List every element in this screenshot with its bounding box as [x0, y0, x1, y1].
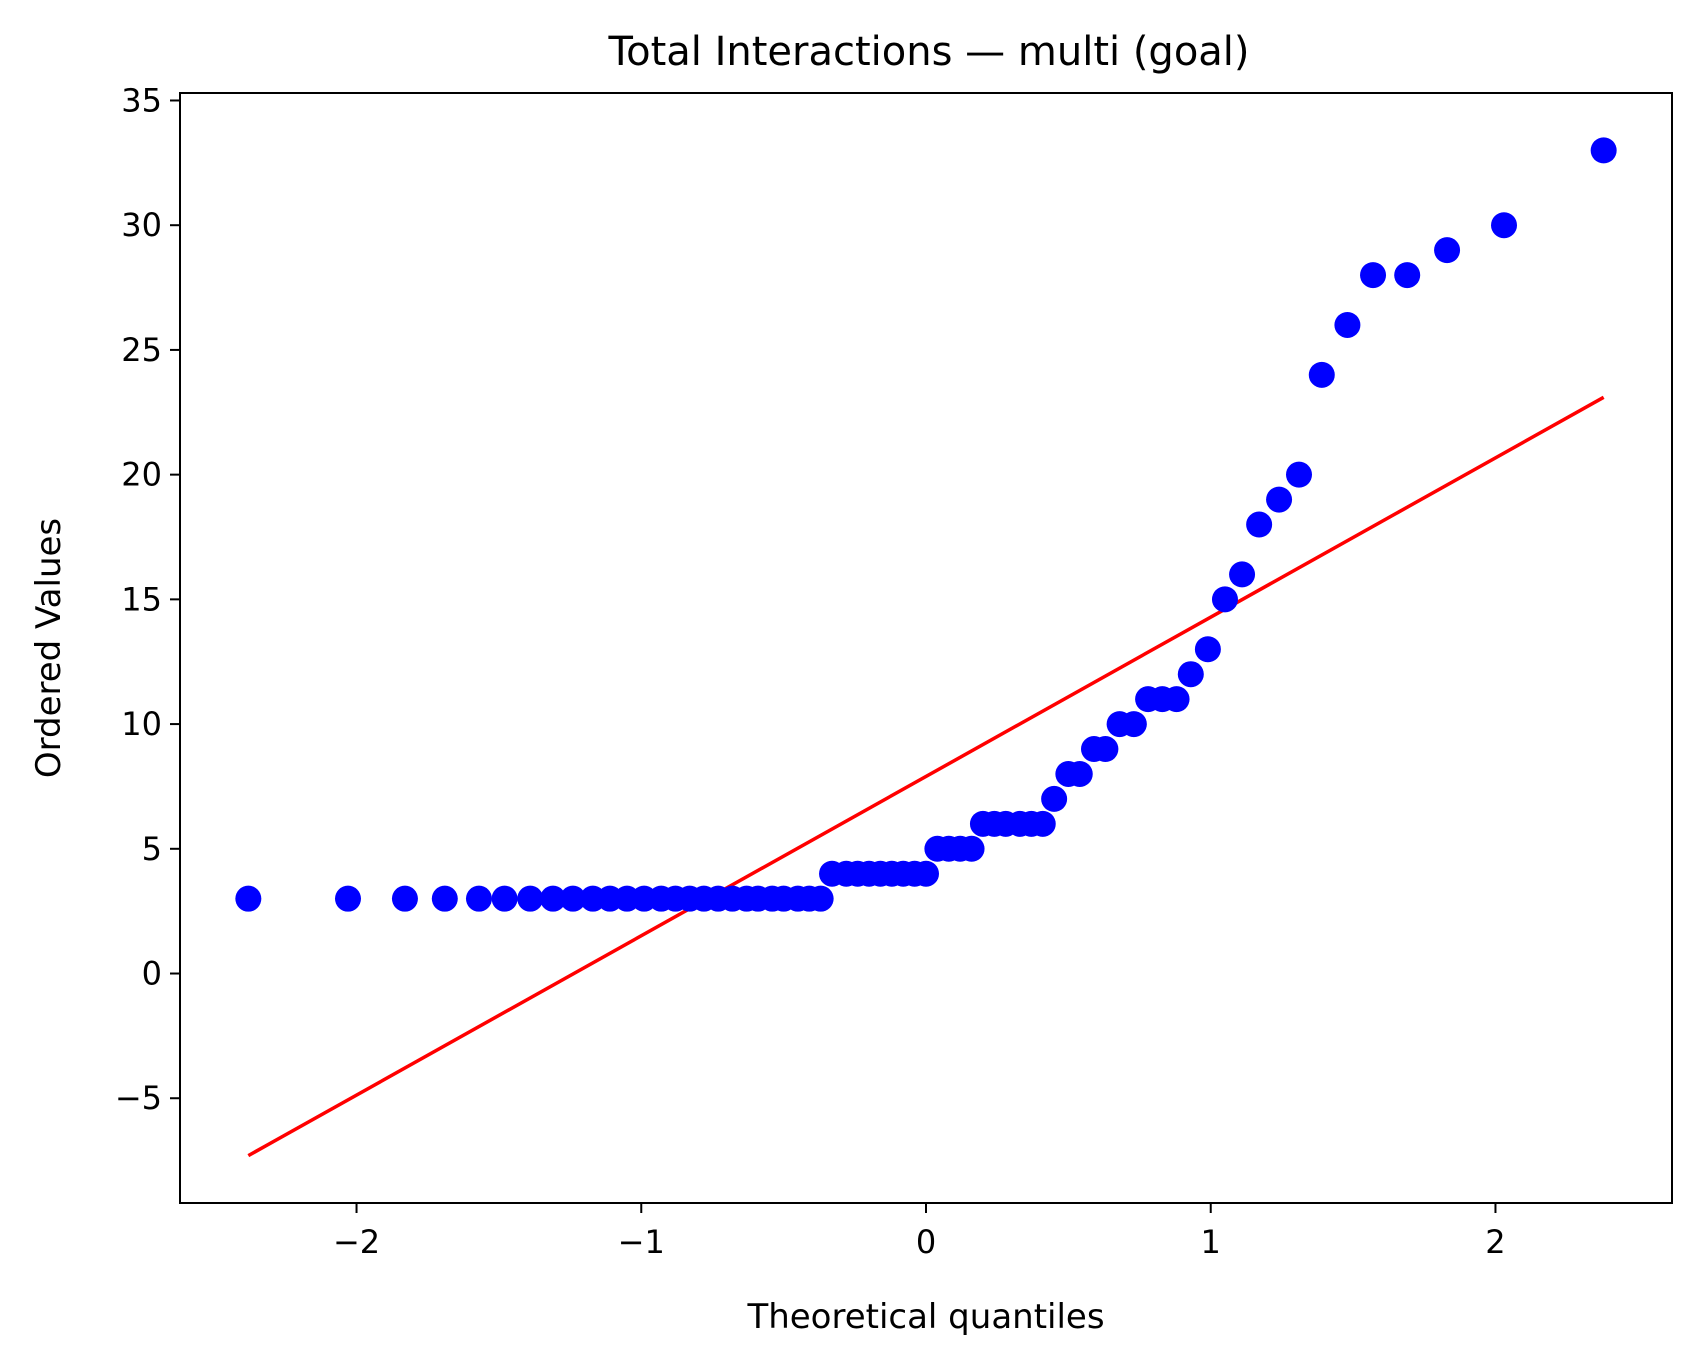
data-point — [235, 885, 262, 912]
data-point — [1194, 636, 1221, 663]
data-point — [1334, 311, 1361, 338]
data-point — [431, 885, 458, 912]
y-tick-label: 10 — [121, 705, 162, 743]
y-tick-label: 15 — [121, 580, 162, 618]
data-point — [517, 885, 544, 912]
x-tick-label: 2 — [1485, 1223, 1505, 1261]
y-tick-label: −5 — [115, 1079, 162, 1117]
data-point — [391, 885, 418, 912]
data-point — [1029, 810, 1056, 837]
data-point — [913, 860, 939, 887]
data-point — [1394, 262, 1421, 289]
y-tick-label: 5 — [142, 830, 162, 868]
data-point — [1092, 736, 1119, 763]
data-point — [1177, 661, 1204, 688]
data-point — [1163, 686, 1190, 713]
x-axis-label: Theoretical quantiles — [746, 1297, 1104, 1337]
data-point — [1211, 586, 1238, 613]
y-tick-label: 30 — [121, 206, 162, 244]
data-point — [491, 885, 518, 912]
y-axis-ticks: −5 0 5 10 15 20 25 30 35 — [115, 81, 180, 1117]
data-point — [1308, 361, 1335, 388]
data-point — [1360, 262, 1387, 289]
data-point — [1491, 212, 1518, 239]
x-axis-ticks: −2 −1 0 1 2 — [333, 1203, 1506, 1261]
y-axis-label: Ordered Values — [29, 518, 69, 778]
data-point — [1266, 486, 1293, 513]
data-point — [958, 835, 985, 862]
data-point — [1434, 237, 1461, 264]
x-tick-label: −2 — [333, 1223, 380, 1261]
data-point — [559, 885, 586, 912]
data-points-group — [235, 137, 1617, 912]
y-tick-label: 25 — [121, 331, 162, 369]
data-point — [334, 885, 361, 912]
chart-title: Total Interactions — multi (goal) — [607, 29, 1249, 75]
data-point — [1286, 461, 1312, 488]
x-tick-label: 0 — [916, 1223, 936, 1261]
fit-line-group — [247, 395, 1605, 1158]
x-tick-label: −1 — [618, 1223, 665, 1261]
data-point — [1246, 511, 1273, 538]
data-point — [807, 885, 834, 912]
data-point — [1120, 711, 1147, 738]
data-point — [1066, 760, 1093, 787]
y-tick-label: 0 — [142, 955, 162, 993]
data-point — [1229, 561, 1256, 588]
data-point — [540, 885, 566, 912]
y-tick-label: 35 — [121, 81, 162, 119]
y-tick-label: 20 — [121, 456, 162, 494]
fit-line — [247, 395, 1605, 1158]
data-point — [465, 885, 492, 912]
x-tick-label: 1 — [1201, 1223, 1221, 1261]
data-point — [1041, 785, 1068, 812]
data-point — [1590, 137, 1617, 164]
